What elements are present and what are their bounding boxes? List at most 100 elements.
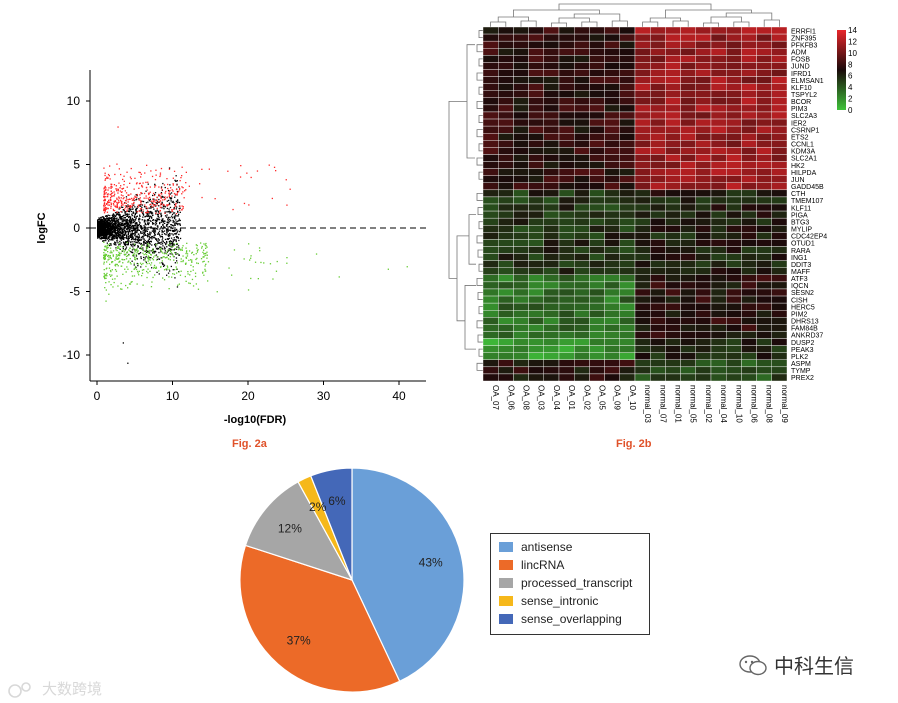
- volcano-point: [156, 199, 158, 201]
- heatmap-cell: [771, 140, 788, 148]
- volcano-point: [97, 226, 99, 228]
- volcano-point: [102, 219, 104, 221]
- volcano-point: [155, 246, 157, 248]
- volcano-point: [101, 231, 103, 234]
- volcano-point: [114, 217, 116, 219]
- volcano-point: [153, 235, 155, 237]
- heatmap-cell: [695, 210, 712, 219]
- volcano-point: [107, 219, 109, 221]
- volcano-point: [164, 206, 166, 208]
- volcano-point: [123, 175, 125, 177]
- volcano-point: [147, 181, 149, 183]
- volcano-point: [105, 235, 107, 238]
- heatmap-cell: [726, 33, 742, 42]
- volcano-point: [105, 207, 107, 209]
- volcano-point: [144, 226, 146, 228]
- volcano-point: [122, 219, 125, 221]
- pie-label: 12%: [278, 522, 302, 536]
- volcano-point: [152, 201, 154, 203]
- volcano-point: [161, 189, 163, 191]
- heatmap-cell: [771, 260, 788, 268]
- volcano-point: [158, 230, 161, 232]
- heatmap-cell: [528, 217, 544, 226]
- heatmap-row-label: KDM3A: [791, 149, 815, 156]
- volcano-point: [114, 243, 116, 246]
- heatmap-cell: [619, 260, 636, 268]
- volcano-point: [128, 207, 130, 210]
- volcano-point: [103, 269, 105, 271]
- volcano-point: [118, 223, 120, 225]
- heatmap-cell: [513, 274, 529, 283]
- volcano-point: [169, 259, 171, 261]
- volcano-point: [142, 182, 144, 184]
- volcano-point: [110, 202, 112, 204]
- volcano-point: [201, 245, 203, 248]
- heatmap-cell: [634, 147, 651, 155]
- heatmap-cell: [528, 196, 544, 205]
- heatmap-cell: [558, 104, 575, 113]
- volcano-point: [118, 244, 120, 246]
- legend-swatch-antisense: [499, 542, 513, 552]
- volcano-point: [129, 217, 132, 220]
- volcano-point: [151, 230, 153, 232]
- heatmap-cell: [680, 175, 697, 183]
- volcano-point: [127, 241, 130, 243]
- volcano-point: [127, 232, 130, 234]
- volcano-point: [169, 248, 172, 250]
- volcano-point: [140, 232, 142, 235]
- heatmap-cell: [589, 168, 605, 176]
- heatmap-column-label: OA_01: [567, 385, 576, 410]
- volcano-point: [158, 205, 160, 207]
- heatmap-cell: [741, 62, 757, 70]
- volcano-point: [105, 289, 107, 291]
- volcano-point: [147, 192, 150, 194]
- heatmap-row-label: HILPDA: [791, 170, 817, 177]
- volcano-point: [153, 200, 155, 202]
- volcano-point: [175, 223, 177, 225]
- heatmap-cell: [710, 281, 727, 290]
- volcano-point: [157, 228, 159, 230]
- heatmap-cell: [558, 302, 575, 311]
- heatmap-cell: [771, 324, 788, 332]
- volcano-point: [177, 210, 179, 212]
- heatmap-cell: [558, 147, 575, 155]
- heatmap-cell: [573, 225, 590, 233]
- heatmap-cell: [649, 203, 666, 212]
- heatmap-cell: [604, 97, 621, 106]
- heatmap-cell: [665, 69, 681, 77]
- volcano-point: [118, 251, 120, 253]
- heatmap-cell: [589, 154, 605, 162]
- volcano-point: [104, 253, 106, 255]
- volcano-point: [171, 224, 174, 227]
- volcano-point: [135, 222, 138, 225]
- heatmap-cell: [771, 147, 788, 155]
- volcano-point: [167, 249, 169, 251]
- volcano-point: [146, 213, 148, 215]
- volcano-point: [166, 207, 168, 210]
- volcano-point: [98, 230, 100, 232]
- dendrogram-branch: [476, 235, 483, 244]
- heatmap-cell: [756, 331, 773, 339]
- volcano-point: [164, 192, 166, 194]
- volcano-point: [136, 195, 138, 197]
- heatmap-cell: [649, 324, 666, 332]
- volcano-point: [111, 261, 113, 263]
- heatmap-cell: [665, 302, 681, 311]
- volcano-point: [127, 239, 129, 241]
- volcano-point: [162, 237, 164, 239]
- volcano-point: [178, 201, 181, 204]
- volcano-point: [182, 191, 184, 193]
- volcano-point: [139, 252, 142, 254]
- volcano-point: [164, 252, 166, 254]
- volcano-point: [144, 220, 146, 222]
- volcano-point: [104, 237, 106, 240]
- volcano-point: [104, 256, 106, 258]
- heatmap-cell: [649, 288, 666, 297]
- heatmap-row-label: CSRNP1: [791, 127, 820, 134]
- volcano-point: [150, 232, 152, 234]
- volcano-point: [146, 219, 149, 221]
- volcano-point: [152, 203, 154, 205]
- volcano-point: [156, 247, 158, 249]
- volcano-point: [155, 243, 158, 246]
